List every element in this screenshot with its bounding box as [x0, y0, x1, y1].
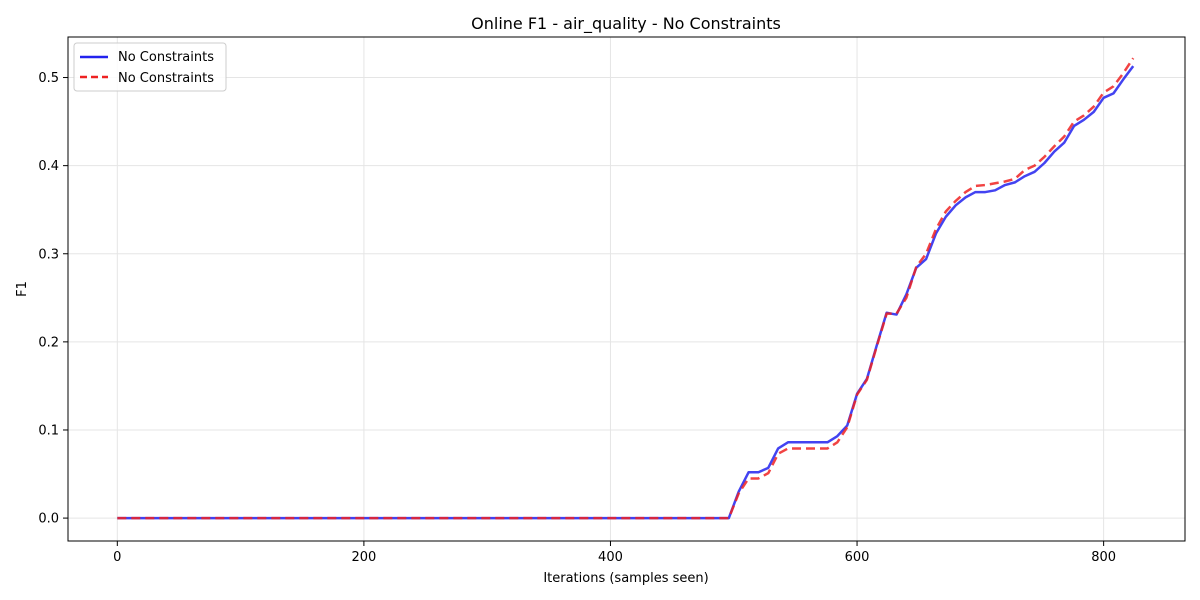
legend-box	[73, 42, 227, 92]
x-tick-label: 0	[113, 550, 121, 565]
y-tick-label: 0.4	[38, 159, 59, 174]
x-tick-label: 200	[351, 550, 376, 565]
x-tick-label: 600	[845, 550, 870, 565]
legend: No Constraints No Constraints	[73, 42, 227, 92]
plot-frame	[67, 36, 1186, 542]
x-tick-label: 400	[598, 550, 623, 565]
legend-label-series-1: No Constraints	[118, 50, 214, 65]
chart-title: Online F1 - air_quality - No Constraints	[471, 14, 781, 34]
axis-ticks: 0 200 400 600 800 0.0 0.1 0.2 0.3 0.4 0.5	[38, 71, 1116, 565]
y-tick-label: 0.1	[38, 423, 59, 438]
y-axis-label: F1	[15, 281, 30, 297]
series-group	[117, 57, 1135, 520]
x-axis-label: Iterations (samples seen)	[543, 571, 708, 586]
legend-label-series-2: No Constraints	[118, 71, 214, 86]
x-tick-label: 800	[1091, 550, 1116, 565]
y-tick-label: 0.0	[38, 512, 59, 527]
grid-lines	[68, 37, 1185, 541]
y-tick-label: 0.5	[38, 71, 59, 86]
y-tick-label: 0.2	[38, 335, 59, 350]
y-tick-label: 0.3	[38, 247, 59, 262]
series-line-2	[117, 57, 1135, 520]
